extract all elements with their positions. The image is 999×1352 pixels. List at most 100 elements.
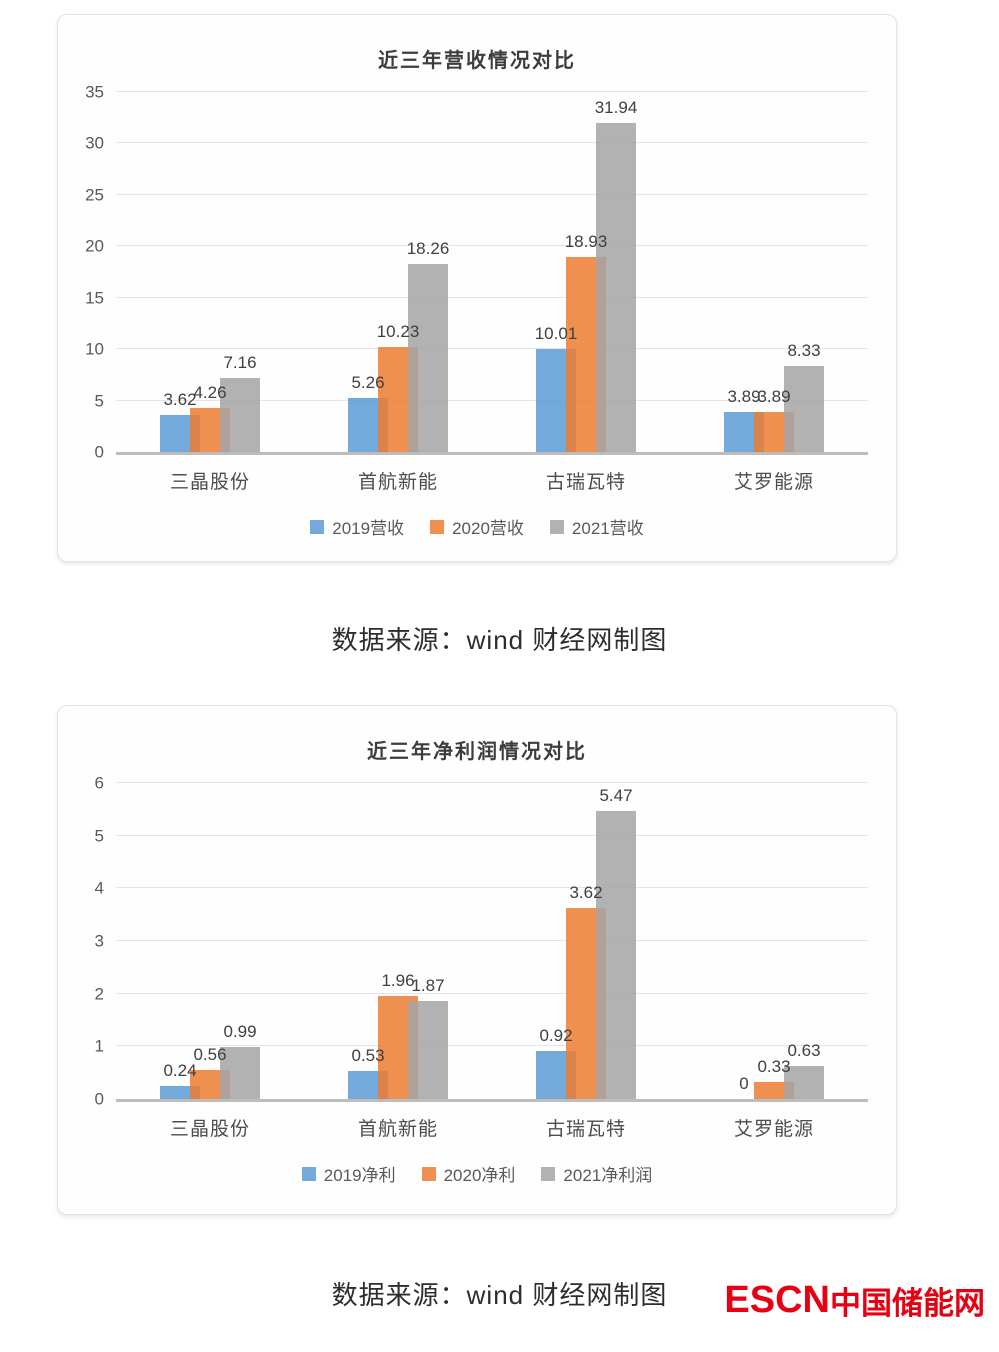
y-axis: 0 1 2 3 4 5 6 (58, 775, 116, 1108)
legend-item: 2021净利润 (541, 1161, 652, 1186)
legend-label: 2020净利 (443, 1166, 516, 1185)
bar-groups: 3.62 4.26 7.16 5.26 10.23 18.26 10.01 18.93 31.9… (116, 92, 868, 452)
category-label: 三晶股份 (169, 472, 250, 493)
legend-swatch-icon (421, 1166, 436, 1181)
data-label: 3.62 (569, 883, 603, 903)
y-tick-label: 3 (94, 931, 104, 951)
bar (220, 1046, 260, 1099)
bar (220, 378, 260, 452)
data-label: 1.96 (381, 970, 415, 990)
plot-area: 0.24 0.56 0.99 0.53 1.96 1.87 0.92 3.62 5.47 0 0.3… (116, 782, 868, 1102)
gridline (116, 1045, 868, 1047)
legend-item: 2019营收 (310, 514, 404, 539)
data-label: 0.53 (351, 1046, 385, 1066)
data-label: 5.47 (599, 785, 633, 805)
legend: 2019净利 2020净利 2021净利润 (58, 1161, 896, 1186)
legend-label: 2019营收 (332, 519, 405, 538)
plot-area: 3.62 4.26 7.16 5.26 10.23 18.26 10.01 18.93 31.9… (116, 91, 868, 455)
data-label: 10.23 (376, 321, 420, 341)
plot-wrap: 0 5 10 15 20 25 30 35 3.62 4.26 7.16 5.26 10.23 18.2… (58, 84, 868, 461)
data-label: 31.94 (594, 98, 638, 118)
profit-chart: 近三年净利润情况对比 0 1 2 3 4 5 6 0.24 0.56 0.99 0.53 1.96 1… (58, 738, 896, 1186)
escn-logo: ESCN 中国储能网 (724, 1278, 985, 1323)
source-caption: 数据来源：wind 财经网制图 (331, 625, 668, 655)
bar-group: 0.24 0.56 0.99 (116, 783, 304, 1099)
data-label: 4.26 (193, 383, 227, 403)
data-label: 0.99 (223, 1021, 257, 1041)
y-tick-label: 6 (94, 773, 104, 793)
chart-title: 近三年营收情况对比 (378, 50, 576, 72)
bar (596, 123, 636, 452)
profit-chart-card: 近三年净利润情况对比 0 1 2 3 4 5 6 0.24 0.56 0.99 0.53 1.96 1… (57, 705, 897, 1215)
y-tick-label: 4 (94, 878, 104, 898)
gridline (116, 992, 868, 994)
bar (408, 264, 448, 452)
legend-swatch-icon (430, 519, 445, 534)
legend-swatch-icon (301, 1166, 316, 1181)
category-label: 艾罗能源 (733, 472, 814, 493)
legend-label: 2021营收 (571, 519, 644, 538)
data-label: 1.87 (411, 975, 445, 995)
escn-logo-en: ESCN (724, 1279, 830, 1321)
bar-group: 0.53 1.96 1.87 (304, 783, 492, 1099)
data-label: 3.89 (757, 387, 791, 406)
legend-item: 2021营收 (549, 514, 644, 539)
x-axis-labels: 三晶股份 首航新能 古瑞瓦特 艾罗能源 (116, 467, 868, 494)
category-label: 三晶股份 (169, 1119, 250, 1140)
gridline (116, 91, 868, 92)
gridline (116, 782, 868, 783)
y-tick-label: 35 (85, 82, 104, 102)
legend-item: 2020净利 (421, 1161, 516, 1186)
revenue-chart-card: 近三年营收情况对比 0 5 10 15 20 25 30 35 3.62 4.26 7.16 5.2… (57, 14, 897, 562)
category-label: 古瑞瓦特 (545, 1119, 626, 1140)
data-label: 18.93 (564, 232, 608, 252)
data-label: 0.56 (193, 1044, 227, 1064)
y-tick-label: 0 (94, 442, 104, 462)
bar-group: 10.01 18.93 31.94 (492, 92, 680, 452)
footer-row: 数据来源：wind 财经网制图 ESCN 中国储能网 (0, 1270, 999, 1323)
escn-logo-cn: 中国储能网 (830, 1286, 985, 1321)
category-label: 首航新能 (357, 1119, 438, 1140)
data-label: 7.16 (223, 353, 257, 373)
y-tick-label: 30 (85, 133, 104, 153)
legend-label: 2021净利润 (563, 1166, 653, 1185)
data-label: 18.26 (406, 239, 450, 259)
legend-label: 2019净利 (323, 1166, 396, 1185)
y-tick-label: 15 (85, 288, 104, 308)
legend-label: 2020营收 (452, 519, 524, 538)
data-label: 0.63 (787, 1040, 821, 1060)
legend-item: 2020营收 (430, 514, 524, 539)
data-label: 10.01 (534, 324, 578, 344)
gridline (116, 296, 868, 298)
data-label: 0.92 (539, 1025, 573, 1045)
gridline (116, 887, 868, 889)
gridline (116, 940, 868, 941)
category-label: 古瑞瓦特 (545, 472, 626, 493)
gridline (116, 399, 868, 401)
bar-group: 0.92 3.62 5.47 (492, 783, 680, 1099)
legend: 2019营收 2020营收 2021营收 (58, 514, 896, 539)
plot-wrap: 0 1 2 3 4 5 6 0.24 0.56 0.99 0.53 1.96 1.87 0.92 3.62… (58, 775, 868, 1108)
bar (784, 1065, 824, 1099)
y-tick-label: 10 (85, 339, 104, 359)
y-tick-label: 5 (94, 826, 104, 846)
y-axis: 0 5 10 15 20 25 30 35 (58, 84, 116, 461)
y-tick-label: 25 (85, 185, 104, 205)
y-tick-label: 20 (85, 236, 104, 256)
bar (596, 810, 636, 1099)
bar-groups: 0.24 0.56 0.99 0.53 1.96 1.87 0.92 3.62 5.47 0 0.3… (116, 783, 868, 1099)
y-tick-label: 5 (94, 391, 104, 411)
gridline (116, 193, 868, 195)
source-caption: 数据来源：wind 财经网制图 (331, 1280, 668, 1310)
data-label: 0.33 (757, 1056, 791, 1076)
y-tick-label: 0 (94, 1089, 104, 1109)
bar (784, 366, 824, 452)
gridline (116, 348, 868, 350)
bar-group: 0 0.33 0.63 (680, 783, 868, 1099)
data-label: 3.89 (727, 387, 761, 406)
y-tick-label: 1 (94, 1036, 104, 1056)
bar-group: 3.62 4.26 7.16 (116, 92, 304, 452)
data-label: 8.33 (787, 341, 821, 361)
legend-item: 2019净利 (301, 1161, 396, 1186)
data-label: 0.24 (163, 1061, 197, 1081)
